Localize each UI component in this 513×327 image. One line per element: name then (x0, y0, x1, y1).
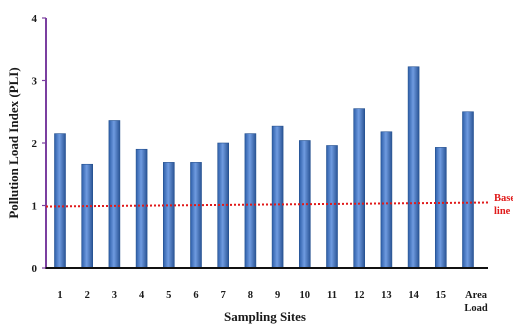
bar-6 (190, 162, 202, 269)
y-tick-labels: 0 1 2 3 4 (32, 13, 46, 275)
x-category-label: Area (465, 290, 488, 301)
x-category-label: 3 (112, 290, 117, 301)
bar-9 (271, 125, 284, 269)
x-category-label: 12 (354, 290, 365, 301)
bar-14 (407, 66, 420, 269)
y-axis-title: Pollution Load Index (PLI) (6, 67, 21, 218)
x-category-label: 4 (139, 290, 145, 301)
y-tick-label: 3 (32, 76, 38, 88)
x-category-label: 8 (248, 290, 253, 301)
bar-11 (326, 145, 338, 269)
x-axis-title: Sampling Sites (224, 309, 306, 324)
x-category-label: 6 (193, 290, 198, 301)
x-category-label: 14 (408, 290, 419, 301)
x-category-label: 15 (436, 290, 447, 301)
bar-10 (298, 140, 311, 269)
x-category-label: 10 (300, 290, 311, 301)
x-category-label: Load (464, 303, 488, 314)
x-category-label: 9 (275, 290, 280, 301)
x-category-label: 11 (327, 290, 337, 301)
baseline-label-line2: line (494, 206, 511, 217)
y-tick-label: 0 (32, 263, 38, 275)
baseline-label-line1: Base (494, 193, 513, 204)
x-category-label: 1 (57, 290, 62, 301)
y-tick-label: 2 (32, 138, 38, 150)
bar-5 (163, 162, 175, 269)
x-category-label: 2 (85, 290, 90, 301)
x-category-label: 5 (166, 290, 171, 301)
x-category-label: 13 (381, 290, 392, 301)
bar-2 (81, 163, 93, 269)
bar-15 (434, 147, 447, 269)
bar-4 (135, 148, 148, 269)
bar-12 (353, 108, 366, 269)
bar-area-load (462, 111, 474, 269)
bar-1 (54, 133, 66, 269)
bar-3 (108, 120, 121, 269)
bar-8 (244, 133, 257, 269)
bar-13 (380, 131, 393, 269)
y-tick-label: 1 (32, 201, 38, 213)
x-category-label: 7 (221, 290, 226, 301)
bars-layer (54, 66, 474, 269)
y-tick-label: 4 (32, 13, 38, 25)
